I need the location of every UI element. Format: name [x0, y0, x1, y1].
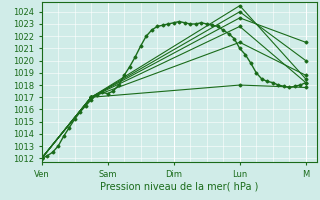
X-axis label: Pression niveau de la mer( hPa ): Pression niveau de la mer( hPa ) [100, 181, 258, 191]
